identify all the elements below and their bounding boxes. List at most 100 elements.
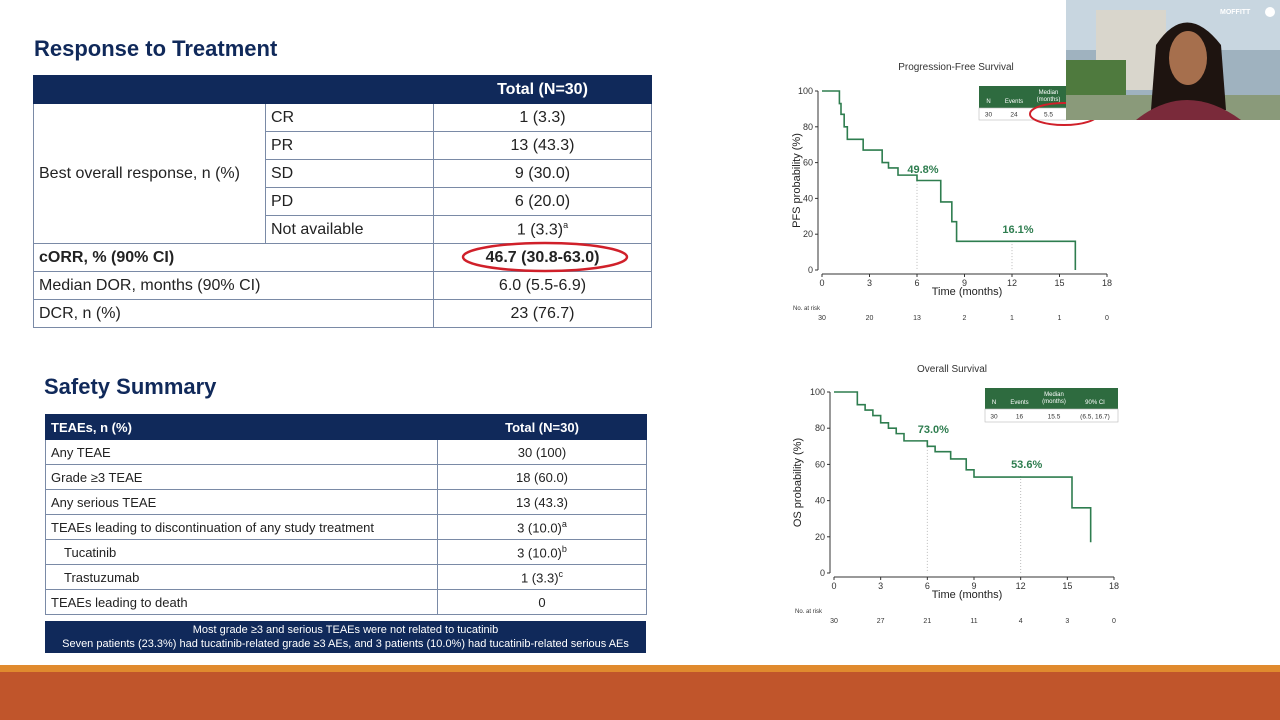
- x-tick-label: 6: [925, 581, 930, 591]
- table-row: Tucatinib 3 (10.0)b: [45, 539, 647, 565]
- at-risk-count: 11: [970, 618, 977, 625]
- inset-cell: 30: [990, 414, 998, 421]
- y-tick-label: 40: [815, 496, 825, 506]
- x-tick-label: 3: [878, 581, 883, 591]
- value-text: 3 (10.0): [517, 520, 562, 536]
- y-tick-label: 60: [803, 158, 813, 168]
- x-tick-label: 9: [962, 278, 967, 288]
- inset-cell: 15.5: [1048, 414, 1061, 421]
- x-tick-label: 15: [1054, 278, 1064, 288]
- row-label: Any serious TEAE: [45, 489, 438, 515]
- chart-title: Overall Survival: [917, 364, 987, 375]
- inset-header-bg: [979, 86, 1067, 108]
- y-axis-label: OS probability (%): [792, 438, 804, 527]
- inset-row-bg: [978, 107, 1068, 121]
- value-text: 6 (20.0): [514, 192, 571, 210]
- value-text: 0: [538, 594, 546, 610]
- inset-cell: (6.5, 16.7): [1080, 414, 1110, 421]
- value-cell: 3 (10.0)b: [437, 539, 647, 565]
- webcam: MOFFITT: [1066, 0, 1280, 120]
- y-tick-label: 20: [803, 229, 813, 239]
- value-cell: 13 (43.3): [433, 131, 652, 160]
- value-cell: 13 (43.3): [437, 489, 647, 515]
- value-cell: 23 (76.7): [433, 299, 652, 328]
- y-tick-label: 80: [803, 122, 813, 132]
- header-row: Total (N=30): [33, 75, 652, 104]
- value-text: 30 (100): [517, 444, 567, 460]
- annotation: 73.0%: [918, 424, 949, 436]
- y-tick-label: 60: [815, 459, 825, 469]
- row-label: PD: [265, 187, 434, 216]
- at-risk-count: 4: [1019, 618, 1023, 625]
- annotation: 49.8%: [907, 164, 938, 176]
- value-text: 13 (43.3): [510, 136, 575, 154]
- footnote-line: Seven patients (23.3%) had tucatinib-rel…: [62, 638, 629, 650]
- highlight-ellipse: [461, 241, 629, 273]
- table-row: TEAEs leading to discontinuation of any …: [45, 514, 647, 540]
- safety-table: TEAEs, n (%) Total (N=30) Any TEAE 30 (100)…: [45, 414, 647, 615]
- x-tick-label: 18: [1109, 581, 1119, 591]
- inset-cell: 5.5: [1044, 112, 1053, 119]
- y-tick-label: 100: [810, 387, 825, 397]
- row-label: TEAEs leading to death: [45, 589, 438, 615]
- at-risk-count: 20: [866, 315, 874, 322]
- table-row: DCR, n (%) 23 (76.7): [33, 299, 652, 328]
- row-label: TEAEs leading to discontinuation of any …: [45, 514, 438, 540]
- value-text: 1 (3.3): [520, 570, 559, 586]
- y-axis-label: PFS probability (%): [791, 133, 803, 228]
- value-cell: 1 (3.3)c: [437, 564, 647, 590]
- table-row: TEAEs leading to death 0: [45, 589, 647, 615]
- table-row: PR 13 (43.3): [34, 131, 652, 160]
- survival-curve: [834, 391, 1092, 543]
- inset-header: Median: [1044, 392, 1064, 398]
- inset-header: (months): [1037, 97, 1061, 103]
- at-risk-count: 27: [877, 618, 885, 625]
- x-tick-label: 15: [1062, 581, 1072, 591]
- inset-header: 90% CI: [1085, 400, 1105, 406]
- chart-title: Progression-Free Survival: [898, 62, 1014, 73]
- inset-cell: 24: [1010, 112, 1018, 119]
- annotation: 16.1%: [1002, 224, 1033, 236]
- x-axis-label: Time (months): [932, 286, 1003, 298]
- value-cell: 0: [437, 589, 647, 615]
- header-cell: [33, 75, 434, 104]
- y-tick-label: 0: [808, 265, 813, 275]
- value-text: 1 (3.3): [516, 221, 564, 239]
- inset-cell: 30: [985, 112, 993, 119]
- at-risk-count: 30: [830, 618, 838, 625]
- at-risk-count: 1: [1058, 315, 1062, 322]
- footnote-marker: b: [561, 543, 567, 554]
- section-title: Safety Summary: [44, 374, 217, 399]
- x-tick-label: 9: [971, 581, 976, 591]
- x-axis-label: Time (months): [932, 589, 1003, 601]
- value-text: 18 (60.0): [515, 469, 569, 485]
- table-row: Any serious TEAE 13 (43.3): [45, 489, 647, 515]
- row-label: SD: [265, 159, 434, 188]
- at-risk-count: 0: [1112, 618, 1116, 625]
- x-tick-label: 0: [831, 581, 836, 591]
- at-risk-count: 2: [963, 315, 967, 322]
- footnote-line: Most grade ≥3 and serious TEAEs were not…: [192, 624, 499, 636]
- group-label: Best overall response, n (%): [33, 103, 266, 244]
- at-risk-label: No. at risk: [793, 306, 821, 312]
- x-tick-label: 6: [914, 278, 919, 288]
- table-row: Best overall response, n (%) CR 1 (3.3): [33, 103, 652, 244]
- inset-header: N: [992, 400, 996, 406]
- x-tick-label: 0: [819, 278, 824, 288]
- header-cell: Total (N=30): [437, 414, 647, 440]
- row-label: DCR, n (%): [33, 299, 434, 328]
- header-row: TEAEs, n (%) Total (N=30): [45, 414, 647, 440]
- inset-header: N: [986, 99, 990, 105]
- at-risk-label: No. at risk: [795, 609, 823, 615]
- y-tick-label: 40: [803, 193, 813, 203]
- at-risk-count: 0: [1105, 315, 1109, 322]
- value-text: 3 (10.0): [517, 545, 562, 561]
- y-tick-label: 0: [820, 568, 825, 578]
- response-table: Total (N=30) Best overall response, n (%)…: [33, 75, 652, 328]
- at-risk-count: 30: [818, 315, 826, 322]
- inset-header: (months): [1042, 399, 1066, 405]
- table-row: Trastuzumab 1 (3.3)c: [45, 564, 647, 590]
- logo-text: MOFFITT: [1220, 9, 1251, 16]
